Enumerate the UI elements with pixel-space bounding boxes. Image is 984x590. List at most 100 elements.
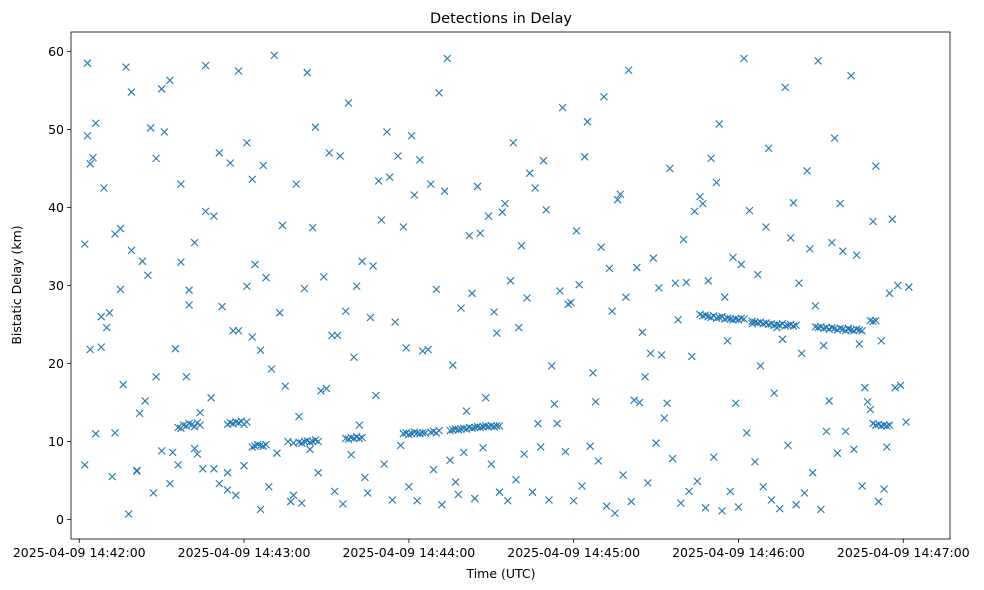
data-point — [789, 322, 798, 330]
data-point — [410, 191, 419, 199]
data-point — [297, 499, 306, 508]
data-point — [234, 326, 243, 335]
data-point — [762, 223, 770, 231]
data-point — [201, 207, 210, 216]
data-point — [446, 456, 454, 465]
data-point — [849, 445, 858, 454]
data-point — [215, 479, 224, 488]
data-point — [333, 331, 342, 340]
data-point — [185, 419, 194, 428]
y-axis: 0 10 20 30 40 50 60 — [48, 44, 71, 527]
data-point — [767, 496, 776, 504]
data-point — [226, 159, 235, 167]
data-point — [745, 206, 754, 215]
data-point — [185, 286, 194, 295]
data-point — [171, 344, 180, 353]
data-point — [451, 425, 460, 433]
data-point — [630, 396, 638, 405]
data-point — [671, 279, 680, 288]
data-point — [891, 383, 899, 392]
data-point — [503, 496, 512, 505]
data-point — [539, 156, 548, 165]
data-point — [492, 422, 501, 430]
data-point — [836, 199, 845, 208]
data-point — [619, 471, 628, 479]
data-point — [536, 443, 545, 451]
data-point — [806, 244, 814, 253]
data-point — [251, 260, 259, 269]
data-point — [388, 496, 397, 504]
data-point — [322, 384, 331, 393]
data-point — [470, 494, 479, 503]
x-axis-label: Time (UTC) — [465, 566, 535, 581]
data-point — [116, 285, 125, 294]
data-point — [341, 307, 350, 316]
data-point — [885, 421, 894, 430]
data-point — [174, 423, 183, 432]
data-point — [135, 409, 144, 418]
data-point — [404, 482, 413, 491]
data-point — [575, 280, 584, 289]
data-point — [352, 282, 361, 291]
data-point — [517, 241, 526, 250]
x-tick-label: 2025-04-09 14:42:00 — [13, 545, 146, 560]
data-point — [284, 437, 292, 446]
data-point — [687, 352, 696, 361]
data-point — [608, 307, 617, 316]
data-point — [871, 316, 880, 325]
x-tick-label: 2025-04-09 14:43:00 — [178, 545, 311, 560]
data-point — [665, 164, 674, 173]
data-point — [690, 207, 699, 216]
data-point — [720, 315, 729, 323]
data-point — [289, 491, 298, 500]
data-point — [111, 429, 119, 437]
data-point — [176, 180, 185, 188]
data-point — [822, 427, 831, 436]
data-point — [712, 314, 721, 323]
data-point — [525, 169, 534, 178]
data-point — [819, 341, 828, 350]
data-point — [407, 131, 416, 140]
data-point — [896, 381, 905, 390]
data-point — [393, 152, 402, 160]
data-point — [122, 63, 130, 71]
data-point — [550, 400, 559, 408]
data-point — [759, 482, 768, 491]
data-point — [484, 212, 493, 220]
data-point — [308, 223, 317, 232]
data-point — [781, 322, 790, 330]
data-point — [306, 445, 314, 454]
data-point — [256, 505, 265, 514]
data-point — [83, 59, 92, 68]
data-point — [317, 386, 325, 395]
data-point — [734, 503, 743, 511]
data-point — [534, 419, 542, 428]
data-point — [174, 461, 183, 469]
data-point — [547, 361, 556, 370]
data-point — [190, 444, 199, 453]
data-point — [242, 282, 251, 291]
data-point — [641, 372, 649, 381]
data-point — [682, 278, 691, 287]
data-point — [602, 502, 611, 511]
data-point — [91, 119, 100, 128]
data-point — [597, 243, 606, 252]
data-point — [481, 393, 490, 402]
data-point — [792, 321, 801, 330]
data-point — [580, 152, 589, 161]
data-point — [361, 473, 369, 482]
data-point — [838, 247, 847, 256]
data-point — [742, 429, 751, 437]
data-point — [457, 304, 465, 313]
data-point — [196, 421, 204, 430]
data-point — [479, 422, 487, 431]
data-point — [663, 399, 671, 408]
y-tick-label: 50 — [48, 122, 64, 137]
data-point — [855, 340, 864, 348]
data-point — [303, 68, 312, 77]
data-point — [668, 454, 677, 463]
data-point — [479, 443, 487, 452]
data-point — [520, 450, 529, 458]
x-tick-label: 2025-04-09 14:46:00 — [672, 545, 805, 560]
